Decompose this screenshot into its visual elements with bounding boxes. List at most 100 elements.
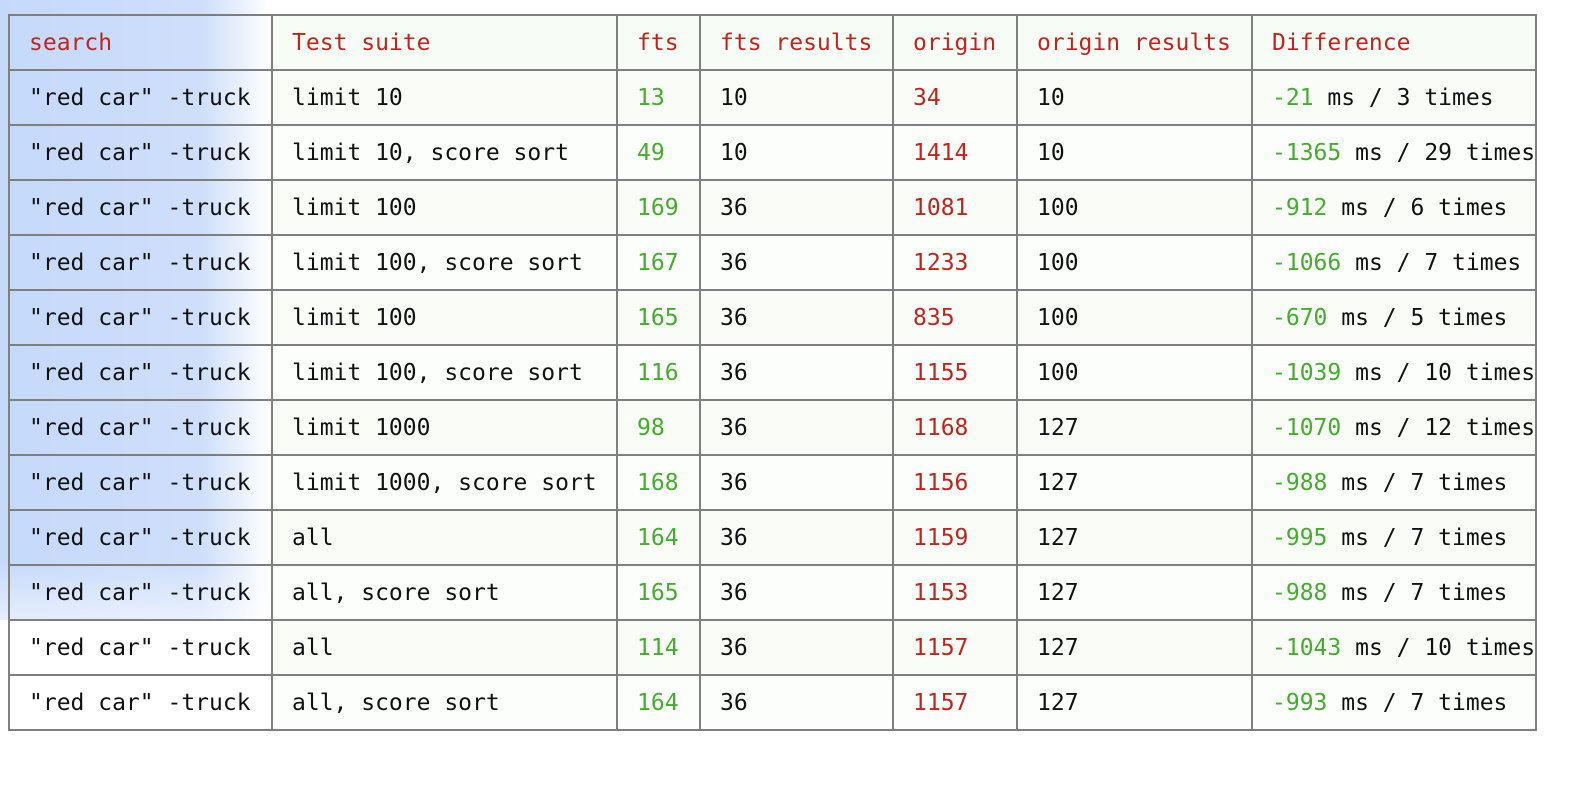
cell-fts: 168 <box>616 454 701 511</box>
cell-search: "red car" -truck <box>8 344 273 401</box>
cell-fts-results: 36 <box>699 619 894 676</box>
difference-description: ms / 7 times <box>1341 249 1522 276</box>
cell-origin: 1414 <box>892 124 1018 181</box>
cell-origin: 1168 <box>892 399 1018 456</box>
cell-fts-results: 10 <box>699 69 894 126</box>
cell-origin-results: 127 <box>1016 509 1253 566</box>
cell-search: "red car" -truck <box>8 289 273 346</box>
difference-ms-value: -21 <box>1272 84 1314 111</box>
cell-origin: 34 <box>892 69 1018 126</box>
cell-search: "red car" -truck <box>8 124 273 181</box>
cell-test-suite: limit 1000, score sort <box>271 454 618 511</box>
cell-fts: 165 <box>616 564 701 621</box>
table-row: "red car" -truck all, score sort 164 36 1157… <box>8 674 1538 731</box>
cell-fts: 169 <box>616 179 701 236</box>
difference-description: ms / 7 times <box>1327 579 1508 606</box>
cell-fts: 13 <box>616 69 701 126</box>
cell-fts: 98 <box>616 399 701 456</box>
cell-search: "red car" -truck <box>8 454 273 511</box>
difference-description: ms / 29 times <box>1341 139 1536 166</box>
cell-fts-results: 36 <box>699 344 894 401</box>
cell-origin-results: 127 <box>1016 674 1253 731</box>
difference-description: ms / 10 times <box>1341 359 1536 386</box>
benchmark-results-table: search Test suite fts fts results origin… <box>8 14 1538 731</box>
table-row: "red car" -truck limit 100, score sort 167… <box>8 234 1538 291</box>
table-header: search Test suite fts fts results origin… <box>8 14 1538 71</box>
cell-test-suite: limit 100 <box>271 179 618 236</box>
cell-fts-results: 36 <box>699 454 894 511</box>
header-test-suite: Test suite <box>271 14 618 71</box>
cell-test-suite: all, score sort <box>271 564 618 621</box>
difference-ms-value: -670 <box>1272 304 1328 331</box>
difference-ms-value: -1039 <box>1272 359 1342 386</box>
cell-fts-results: 36 <box>699 399 894 456</box>
table-row: "red car" -truck limit 1000, score sort 16… <box>8 454 1538 511</box>
difference-description: ms / 7 times <box>1327 689 1508 716</box>
header-row: search Test suite fts fts results origin… <box>8 14 1538 71</box>
cell-fts-results: 36 <box>699 509 894 566</box>
header-search: search <box>8 14 273 71</box>
cell-origin: 1153 <box>892 564 1018 621</box>
table-row: "red car" -truck all, score sort 165 36 1153… <box>8 564 1538 621</box>
cell-origin-results: 100 <box>1016 344 1253 401</box>
table-row: "red car" -truck limit 100, score sort 116… <box>8 344 1538 401</box>
table-body: "red car" -truck limit 10 13 10 34 10 -21 ms /… <box>8 69 1538 731</box>
cell-difference: -1039 ms / 10 times <box>1250 344 1538 401</box>
table-row: "red car" -truck all 164 36 1159 127 -995 ms /… <box>8 509 1538 566</box>
cell-test-suite: all, score sort <box>271 674 618 731</box>
cell-fts-results: 10 <box>699 124 894 181</box>
cell-search: "red car" -truck <box>8 509 273 566</box>
cell-origin-results: 100 <box>1016 179 1253 236</box>
cell-search: "red car" -truck <box>8 619 273 676</box>
cell-fts-results: 36 <box>699 179 894 236</box>
cell-origin-results: 100 <box>1016 289 1253 346</box>
difference-ms-value: -1070 <box>1272 414 1342 441</box>
difference-ms-value: -988 <box>1272 469 1328 496</box>
cell-fts-results: 36 <box>699 564 894 621</box>
cell-test-suite: all <box>271 509 618 566</box>
table-row: "red car" -truck limit 1000 98 36 1168 127 -10… <box>8 399 1538 456</box>
difference-ms-value: -1066 <box>1272 249 1342 276</box>
cell-origin-results: 100 <box>1016 234 1253 291</box>
cell-difference: -670 ms / 5 times <box>1250 289 1538 346</box>
difference-ms-value: -993 <box>1272 689 1328 716</box>
cell-fts: 49 <box>616 124 701 181</box>
cell-difference: -21 ms / 3 times <box>1250 69 1538 126</box>
table-row: "red car" -truck limit 10, score sort 49 10… <box>8 124 1538 181</box>
cell-origin: 1233 <box>892 234 1018 291</box>
cell-test-suite: all <box>271 619 618 676</box>
cell-origin-results: 127 <box>1016 619 1253 676</box>
table-row: "red car" -truck limit 10 13 10 34 10 -21 ms /… <box>8 69 1538 126</box>
cell-origin: 1156 <box>892 454 1018 511</box>
cell-test-suite: limit 100, score sort <box>271 234 618 291</box>
cell-test-suite: limit 10 <box>271 69 618 126</box>
cell-difference: -1066 ms / 7 times <box>1250 234 1538 291</box>
header-fts: fts <box>616 14 701 71</box>
cell-origin-results: 127 <box>1016 454 1253 511</box>
header-difference: Difference <box>1250 14 1538 71</box>
cell-search: "red car" -truck <box>8 674 273 731</box>
cell-fts-results: 36 <box>699 234 894 291</box>
cell-fts: 164 <box>616 509 701 566</box>
cell-search: "red car" -truck <box>8 69 273 126</box>
cell-difference: -912 ms / 6 times <box>1250 179 1538 236</box>
cell-difference: -995 ms / 7 times <box>1250 509 1538 566</box>
cell-test-suite: limit 10, score sort <box>271 124 618 181</box>
difference-ms-value: -912 <box>1272 194 1328 221</box>
difference-description: ms / 3 times <box>1313 84 1494 111</box>
difference-description: ms / 10 times <box>1341 634 1536 661</box>
header-fts-results: fts results <box>699 14 894 71</box>
cell-origin-results: 127 <box>1016 399 1253 456</box>
header-origin: origin <box>892 14 1018 71</box>
difference-description: ms / 12 times <box>1341 414 1536 441</box>
cell-test-suite: limit 100 <box>271 289 618 346</box>
difference-description: ms / 5 times <box>1327 304 1508 331</box>
difference-ms-value: -1365 <box>1272 139 1342 166</box>
difference-ms-value: -988 <box>1272 579 1328 606</box>
difference-ms-value: -1043 <box>1272 634 1342 661</box>
cell-difference: -988 ms / 7 times <box>1250 564 1538 621</box>
difference-ms-value: -995 <box>1272 524 1328 551</box>
cell-difference: -988 ms / 7 times <box>1250 454 1538 511</box>
cell-fts: 165 <box>616 289 701 346</box>
cell-origin: 1159 <box>892 509 1018 566</box>
